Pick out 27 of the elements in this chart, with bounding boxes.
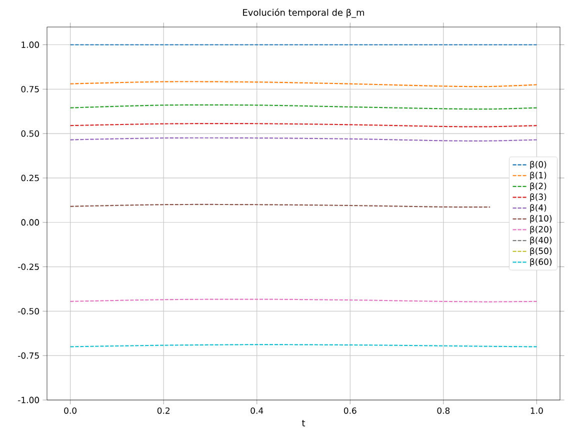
chart-title: Evolución temporal de β_m bbox=[243, 8, 364, 18]
x-tick-label: 0.8 bbox=[437, 407, 450, 414]
legend-label: β(1) bbox=[530, 172, 546, 180]
legend-label: β(4) bbox=[530, 204, 546, 212]
x-tick-label: 1.0 bbox=[530, 407, 543, 414]
x-tick-label: 0.4 bbox=[250, 407, 264, 414]
y-tick-label: 0.50 bbox=[21, 130, 39, 137]
legend-label: β(10) bbox=[530, 215, 552, 224]
x-axis-title: t bbox=[302, 420, 306, 426]
y-tick-label: -1.00 bbox=[18, 396, 39, 404]
y-tick-label: -0.75 bbox=[18, 352, 39, 359]
legend-label: β(40) bbox=[530, 236, 552, 245]
y-tick-label: 0.00 bbox=[21, 219, 39, 226]
x-tick-label: 0.0 bbox=[64, 407, 76, 414]
x-tick-label: 0.6 bbox=[344, 407, 356, 414]
legend-label: β(60) bbox=[530, 258, 552, 267]
legend-label: β(50) bbox=[530, 247, 552, 256]
y-tick-label: -0.25 bbox=[18, 264, 39, 270]
y-tick-label: 0.75 bbox=[21, 86, 39, 92]
y-tick-label: -0.50 bbox=[18, 308, 39, 314]
y-tick-label: 0.25 bbox=[21, 174, 39, 182]
x-tick-label: 0.2 bbox=[157, 407, 170, 414]
legend-label: β(0) bbox=[530, 160, 546, 170]
legend-label: β(20) bbox=[530, 226, 552, 234]
legend-label: β(2) bbox=[530, 182, 546, 191]
legend-label: β(3) bbox=[530, 193, 546, 202]
y-tick-label: 1.00 bbox=[22, 42, 39, 48]
